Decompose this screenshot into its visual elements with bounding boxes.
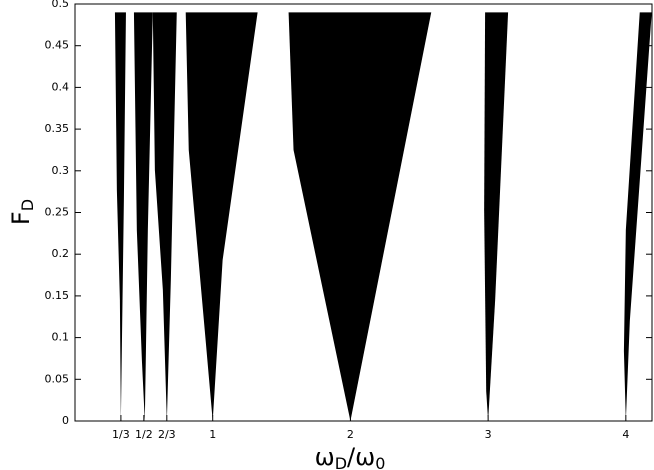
- x-tick-label: 3: [485, 428, 492, 441]
- x-tick-label: 2: [347, 428, 354, 441]
- x-label-base: ω: [315, 443, 335, 470]
- x-tick-label: 4: [622, 428, 629, 441]
- y-tick-label: 0.15: [45, 289, 70, 302]
- x-tick-label: 1/2: [135, 428, 153, 441]
- tongue-region: [185, 12, 258, 422]
- tongue-region: [133, 12, 153, 422]
- y-tick-label: 0.4: [52, 80, 70, 93]
- x-label-sub: D: [335, 454, 347, 470]
- y-tick-label: 0.2: [52, 247, 70, 260]
- y-label-sub: D: [18, 199, 37, 211]
- x-tick-label: 1: [209, 428, 216, 441]
- y-tick-label: 0.25: [45, 206, 70, 219]
- y-label-base: F: [7, 211, 35, 225]
- y-axis-label: FD: [7, 199, 37, 225]
- tongue-region: [114, 12, 126, 422]
- tongue-region: [484, 12, 509, 422]
- tongue-region: [623, 12, 652, 422]
- y-tick-label: 0: [62, 414, 69, 427]
- y-tick-label: 0.05: [45, 372, 70, 385]
- y-tick-label: 0.5: [52, 0, 70, 10]
- y-tick-label: 0.35: [45, 122, 70, 135]
- x-tick-label: 2/3: [158, 428, 176, 441]
- x-axis-label: ωD/ω0: [315, 443, 386, 470]
- tongue-region: [288, 12, 432, 422]
- x-label-sub: 0: [375, 454, 385, 470]
- y-tick-label: 0.45: [45, 39, 70, 52]
- x-tick-label: 1/3: [112, 428, 130, 441]
- y-tick-label: 0.3: [52, 164, 70, 177]
- y-tick-label: 0.1: [52, 331, 70, 344]
- x-label-base: /ω: [347, 443, 375, 470]
- tongue-region: [152, 12, 177, 422]
